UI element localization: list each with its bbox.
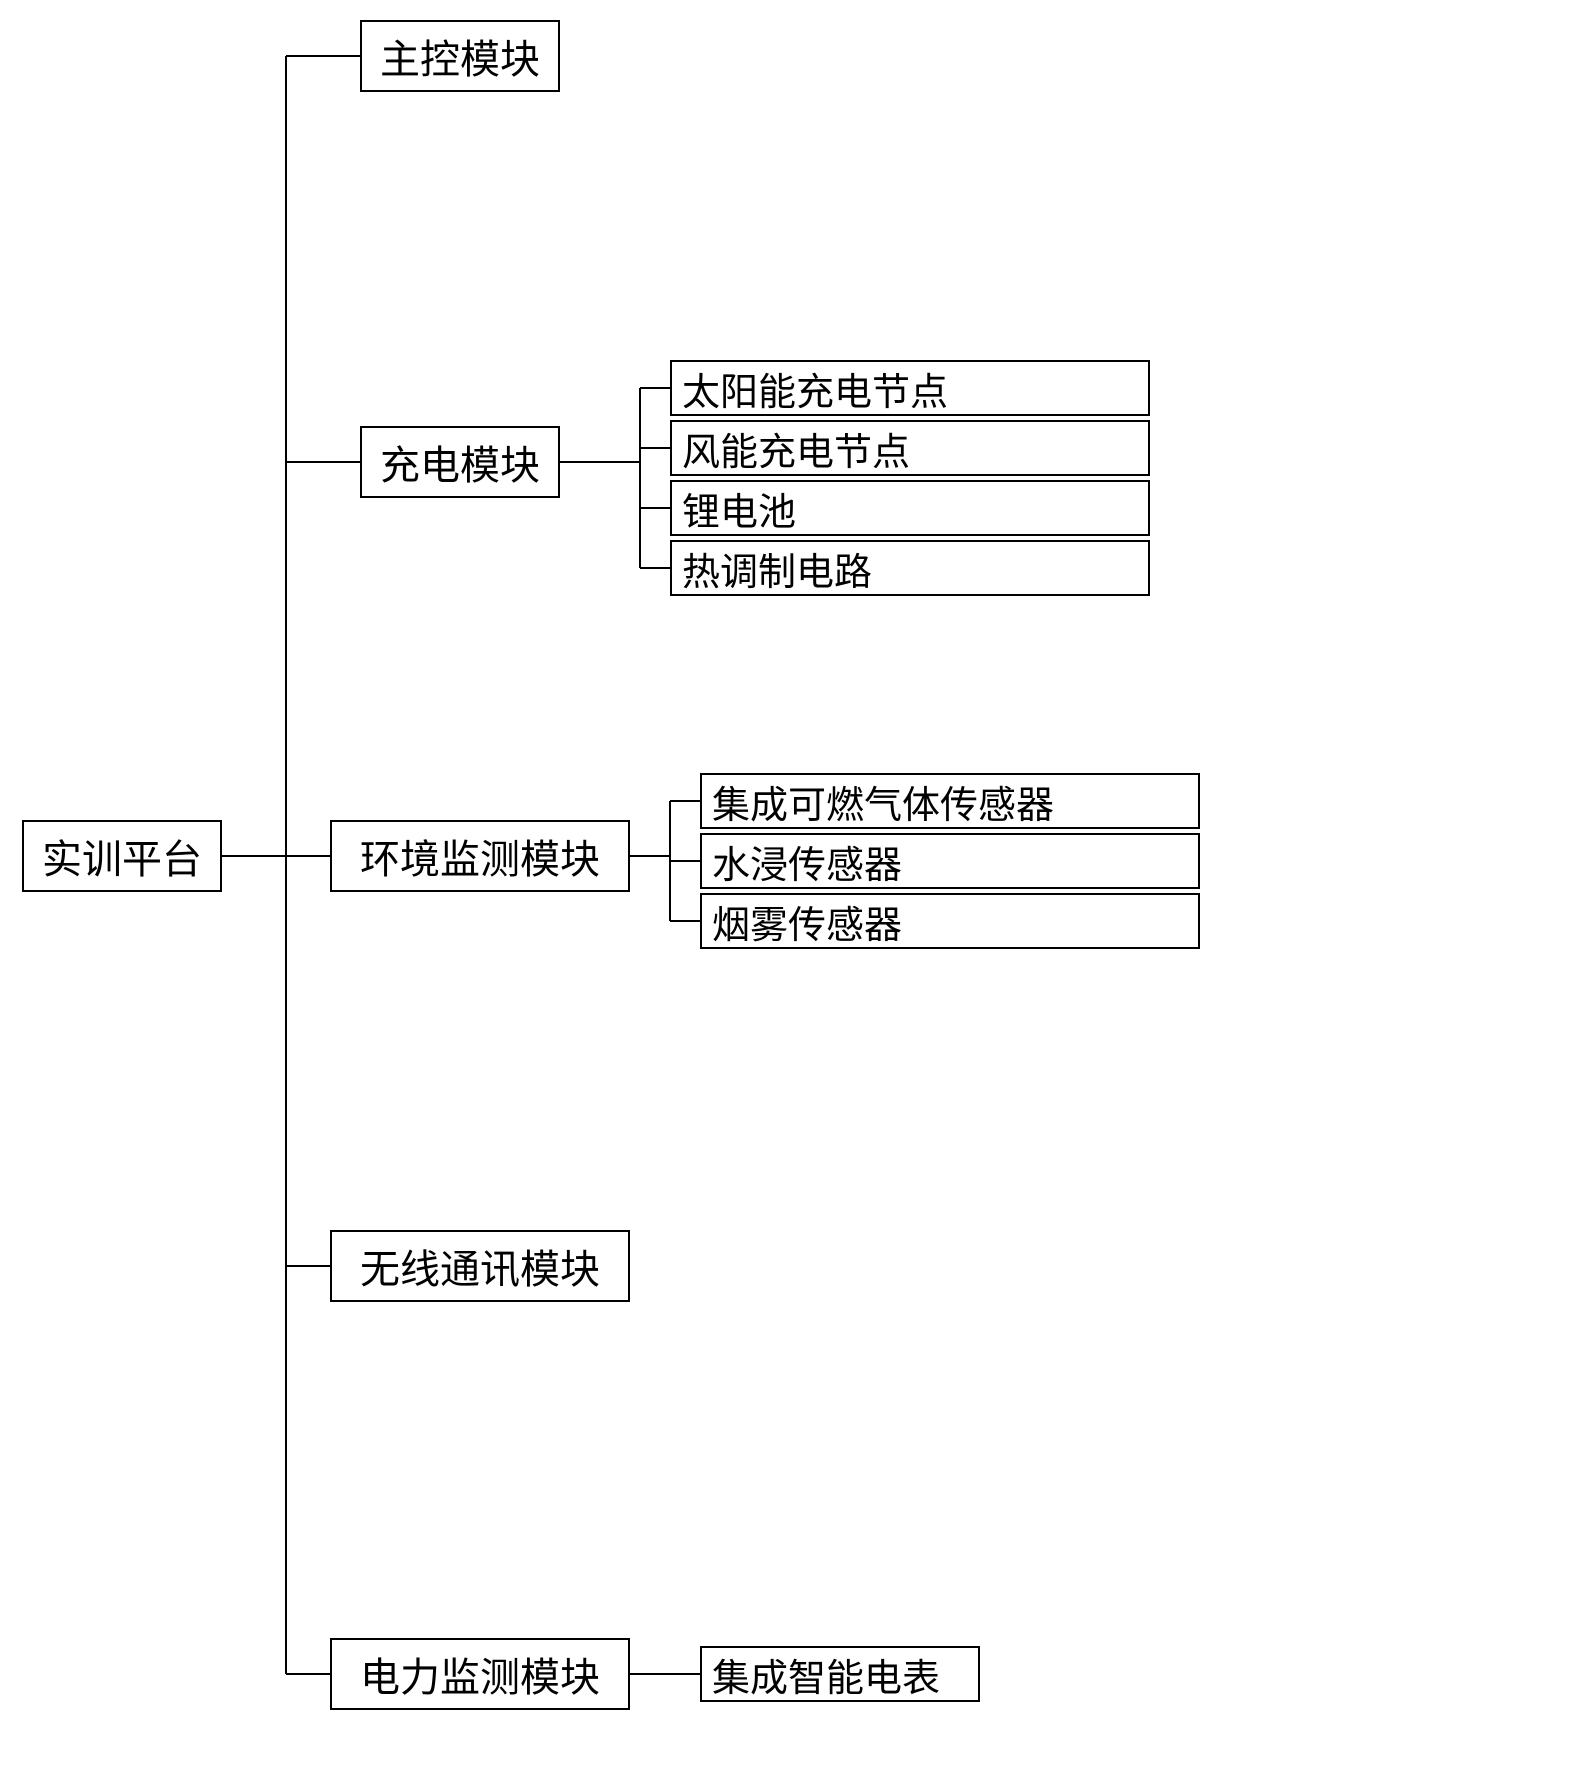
leaf-label: 风能充电节点 [682,421,910,476]
leaf-label: 太阳能充电节点 [682,361,948,416]
module-node-charging: 充电模块 [360,426,560,498]
leaf-gas-sensor: 集成可燃气体传感器 [700,773,1200,829]
module-label: 无线通讯模块 [360,1237,600,1295]
leaf-lithium-battery: 锂电池 [670,480,1150,536]
root-label: 实训平台 [42,827,202,885]
leaf-solar-charging: 太阳能充电节点 [670,360,1150,416]
leaf-label: 水浸传感器 [712,834,902,889]
root-node: 实训平台 [22,820,222,892]
module-node-main-control: 主控模块 [360,20,560,92]
leaf-label: 热调制电路 [682,541,872,596]
module-node-power-monitor: 电力监测模块 [330,1638,630,1710]
leaf-wind-charging: 风能充电节点 [670,420,1150,476]
module-label: 电力监测模块 [360,1645,600,1703]
leaf-smoke-sensor: 烟雾传感器 [700,893,1200,949]
leaf-smart-meter: 集成智能电表 [700,1646,980,1702]
module-label: 主控模块 [380,27,540,85]
leaf-label: 烟雾传感器 [712,894,902,949]
leaf-water-sensor: 水浸传感器 [700,833,1200,889]
leaf-label: 锂电池 [682,481,796,536]
leaf-thermal-circuit: 热调制电路 [670,540,1150,596]
module-node-env-monitor: 环境监测模块 [330,820,630,892]
module-label: 充电模块 [380,433,540,491]
leaf-label: 集成智能电表 [712,1647,940,1702]
leaf-label: 集成可燃气体传感器 [712,774,1054,829]
module-node-wireless: 无线通讯模块 [330,1230,630,1302]
module-label: 环境监测模块 [360,827,600,885]
